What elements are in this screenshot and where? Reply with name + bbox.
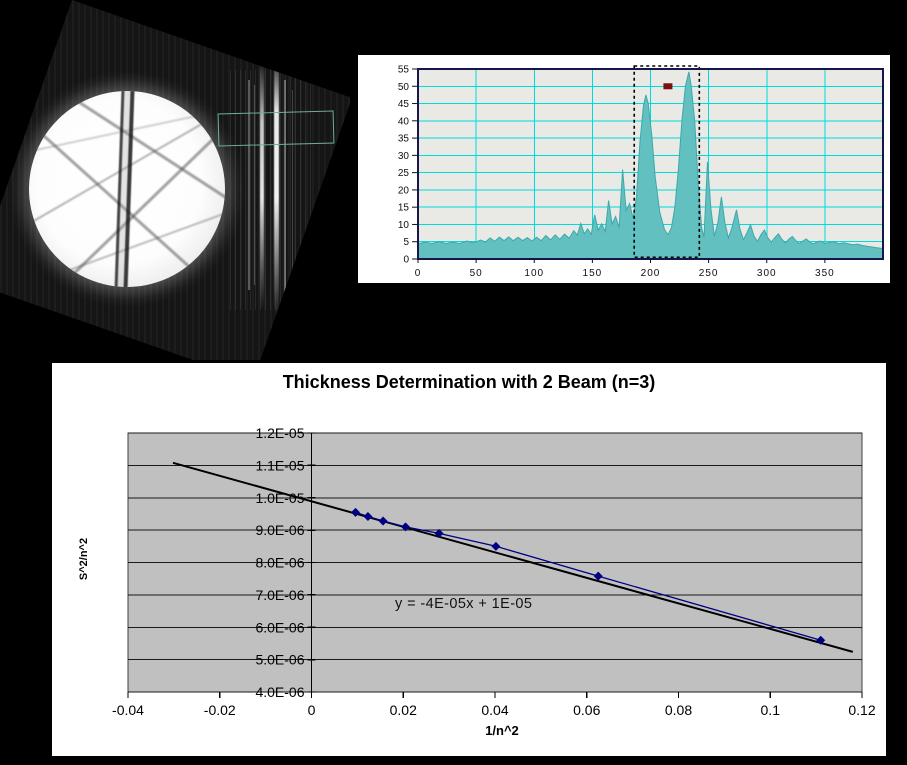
svg-text:250: 250 <box>699 268 719 279</box>
svg-text:40: 40 <box>398 116 410 127</box>
data-point-marker <box>401 522 411 532</box>
svg-text:100: 100 <box>524 268 544 279</box>
svg-text:50: 50 <box>470 268 483 279</box>
chart-title: Thickness Determination with 2 Beam (n=3… <box>282 372 656 392</box>
y-axis-label: S^2/n^2 <box>78 537 90 581</box>
data-point-marker <box>491 541 501 551</box>
svg-text:-0.02: -0.02 <box>204 702 236 718</box>
category-axis-ticks <box>127 692 863 698</box>
svg-text:1.1E-05: 1.1E-05 <box>255 457 304 473</box>
x-tick-labels: -0.04 -0.02 0 0.02 0.04 0.06 0.08 0.1 0.12 <box>112 702 876 718</box>
profile-selection-box <box>217 110 335 147</box>
x-axis-label: 1/n^2 <box>485 723 519 738</box>
intensity-profile-chart: 0 50 100 150 200 250 300 350 0 5 10 15 20 25 30 35 40 45 5… <box>398 65 884 279</box>
reference-marker <box>663 83 673 90</box>
svg-text:1.0E-05: 1.0E-05 <box>255 490 304 506</box>
data-point-marker <box>363 512 373 522</box>
intensity-profile-panel: 0 50 100 150 200 250 300 350 0 5 10 15 20 25 30 35 40 45 5… <box>358 55 890 283</box>
svg-text:4.0E-06: 4.0E-06 <box>255 684 304 700</box>
svg-text:0: 0 <box>415 268 422 279</box>
svg-text:9.0E-06: 9.0E-06 <box>255 522 304 538</box>
data-point-marker <box>351 507 361 517</box>
data-point-marker <box>378 516 388 526</box>
dark-band <box>114 91 135 287</box>
fringe-line-bright <box>274 55 279 315</box>
trendline-equation: y = -4E-05x + 1E-05 <box>395 596 533 612</box>
y-tick-labels: 0 5 10 15 20 25 30 35 40 45 50 55 <box>398 65 417 266</box>
svg-text:0.02: 0.02 <box>390 702 417 718</box>
svg-text:150: 150 <box>583 268 603 279</box>
svg-text:55: 55 <box>398 65 410 76</box>
svg-text:0.08: 0.08 <box>665 702 692 718</box>
thickness-chart-panel: 4.0E-06 5.0E-06 6.0E-06 7.0E-06 8.0E-06 9.0E-… <box>52 363 886 756</box>
svg-text:20: 20 <box>398 185 410 196</box>
y-tick-labels: 4.0E-06 5.0E-06 6.0E-06 7.0E-06 8.0E-06 9.0E-… <box>255 425 304 700</box>
data-point-marker <box>816 635 826 645</box>
fringe-line-bright <box>260 60 264 310</box>
tem-image <box>0 0 350 360</box>
svg-text:300: 300 <box>757 268 777 279</box>
measurement-markers <box>351 507 826 645</box>
svg-text:0: 0 <box>308 702 316 718</box>
svg-text:7.0E-06: 7.0E-06 <box>255 587 304 603</box>
svg-text:-0.04: -0.04 <box>112 702 144 718</box>
svg-text:45: 45 <box>398 99 410 110</box>
svg-text:0.1: 0.1 <box>761 702 781 718</box>
svg-text:35: 35 <box>398 134 410 145</box>
svg-text:200: 200 <box>641 268 661 279</box>
tem-photo-area <box>0 0 350 360</box>
svg-text:350: 350 <box>815 268 835 279</box>
svg-text:0.06: 0.06 <box>573 702 600 718</box>
aperture-bright-disk <box>29 91 225 287</box>
svg-text:0.12: 0.12 <box>848 702 875 718</box>
svg-text:8.0E-06: 8.0E-06 <box>255 555 304 571</box>
data-point-marker <box>593 571 603 581</box>
svg-text:25: 25 <box>398 168 410 179</box>
svg-text:10: 10 <box>398 220 410 231</box>
thickness-fringes <box>230 70 315 310</box>
svg-text:5: 5 <box>403 237 409 248</box>
svg-text:30: 30 <box>398 151 410 162</box>
intensity-area-series <box>417 71 884 260</box>
trendline <box>172 461 854 653</box>
fringe-line <box>254 85 255 285</box>
svg-text:1.2E-05: 1.2E-05 <box>255 425 304 441</box>
svg-text:5.0E-06: 5.0E-06 <box>255 652 304 668</box>
svg-text:15: 15 <box>398 203 410 214</box>
peak-selection-box <box>633 65 701 259</box>
x-tick-labels: 0 50 100 150 200 250 300 350 <box>415 259 835 279</box>
data-point-marker <box>434 528 444 538</box>
svg-text:0.04: 0.04 <box>481 702 508 718</box>
fringe-line <box>292 90 293 290</box>
svg-text:0: 0 <box>403 255 409 266</box>
svg-text:50: 50 <box>398 82 410 93</box>
svg-text:6.0E-06: 6.0E-06 <box>255 619 304 635</box>
gridlines <box>128 432 862 693</box>
fringe-line <box>284 80 286 295</box>
thickness-chart: 4.0E-06 5.0E-06 6.0E-06 7.0E-06 8.0E-06 9.0E-… <box>112 425 876 718</box>
fringe-line <box>248 80 250 290</box>
